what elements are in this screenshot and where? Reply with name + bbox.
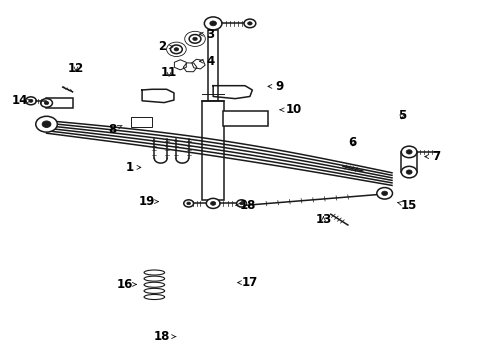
Circle shape	[247, 22, 252, 25]
Circle shape	[206, 198, 220, 208]
Circle shape	[41, 99, 52, 107]
Circle shape	[204, 17, 222, 30]
Text: 8: 8	[109, 123, 122, 136]
Text: 19: 19	[139, 195, 158, 208]
Text: 12: 12	[68, 62, 84, 75]
Text: 7: 7	[425, 150, 440, 163]
Text: 3: 3	[199, 28, 215, 41]
Text: 16: 16	[117, 278, 136, 291]
Text: 11: 11	[161, 66, 177, 78]
Circle shape	[187, 202, 191, 205]
Circle shape	[43, 121, 50, 127]
FancyBboxPatch shape	[208, 30, 218, 101]
Circle shape	[193, 37, 197, 41]
Circle shape	[401, 166, 417, 178]
Circle shape	[406, 170, 412, 174]
Circle shape	[211, 202, 216, 205]
Text: 2: 2	[158, 40, 173, 53]
Text: 9: 9	[268, 80, 283, 93]
Circle shape	[44, 101, 49, 105]
Text: 18: 18	[153, 330, 176, 343]
Text: 1: 1	[126, 161, 141, 174]
Circle shape	[406, 150, 412, 154]
Circle shape	[174, 48, 179, 51]
Circle shape	[25, 97, 36, 105]
Circle shape	[240, 202, 244, 205]
Circle shape	[237, 200, 246, 207]
Text: 14: 14	[11, 94, 31, 107]
Circle shape	[210, 21, 217, 26]
Text: 6: 6	[349, 136, 357, 149]
Circle shape	[244, 19, 256, 28]
Circle shape	[401, 146, 417, 158]
FancyBboxPatch shape	[202, 101, 224, 200]
Text: 5: 5	[398, 109, 406, 122]
Text: 15: 15	[398, 199, 417, 212]
Circle shape	[184, 200, 194, 207]
Circle shape	[171, 45, 182, 54]
Text: 18: 18	[236, 199, 256, 212]
Text: 13: 13	[315, 213, 332, 226]
Circle shape	[377, 188, 392, 199]
Text: 17: 17	[238, 276, 258, 289]
Circle shape	[382, 191, 388, 195]
Text: 4: 4	[199, 55, 215, 68]
Circle shape	[36, 116, 57, 132]
Text: 10: 10	[280, 103, 302, 116]
Circle shape	[29, 99, 33, 102]
FancyBboxPatch shape	[223, 111, 268, 126]
Circle shape	[189, 35, 201, 43]
FancyBboxPatch shape	[131, 117, 152, 127]
FancyBboxPatch shape	[46, 98, 73, 108]
